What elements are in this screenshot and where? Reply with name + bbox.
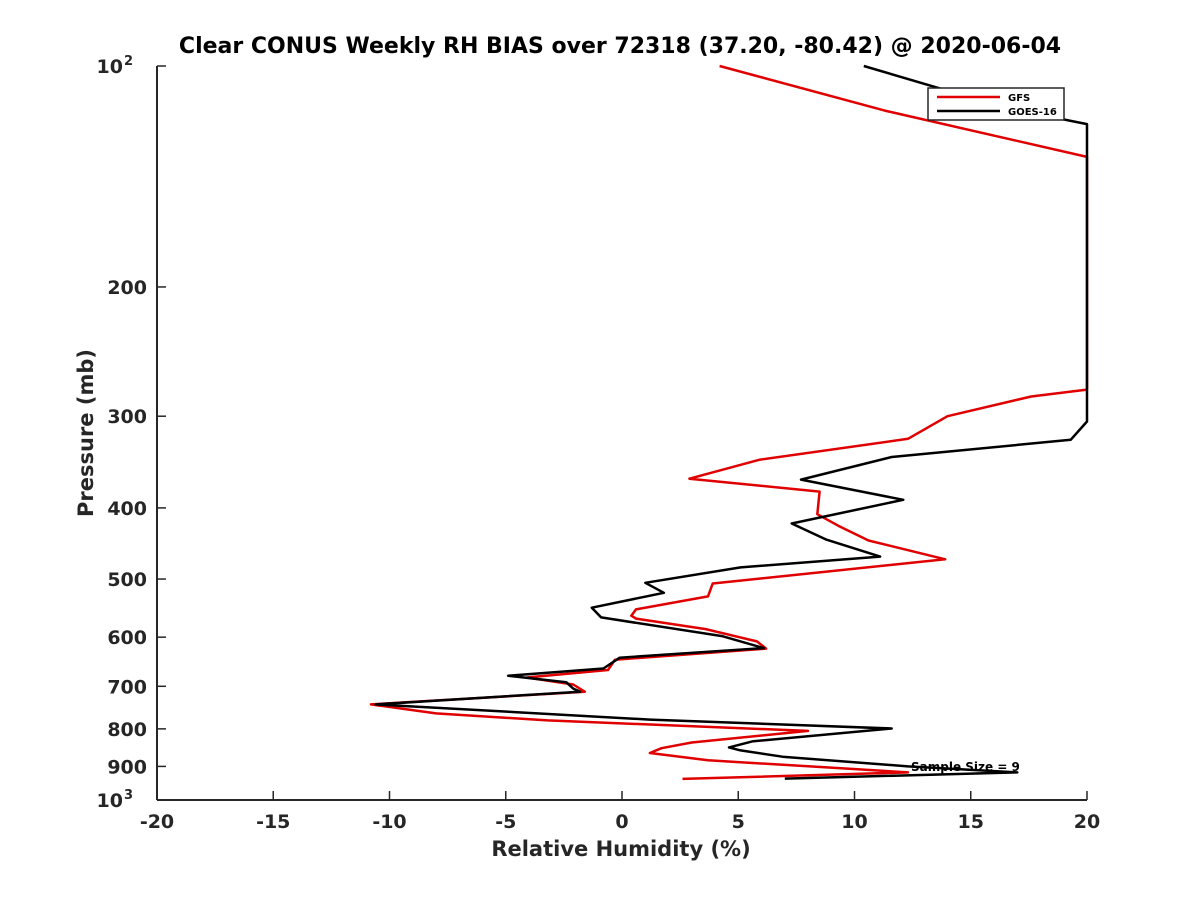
series-line-gfs: [369, 64, 1089, 781]
y-tick-label: 500: [107, 569, 147, 591]
y-tick-label: 600: [107, 627, 147, 649]
y-tick-label: 300: [107, 406, 147, 428]
y-tick-exponent: 3: [124, 788, 133, 803]
legend-box: [927, 87, 1065, 121]
y-axis-label: Pressure (mb): [74, 349, 98, 517]
y-tick-label: 200: [107, 277, 147, 299]
x-tick-label: -10: [372, 811, 406, 833]
y-tick-exponent: 2: [124, 54, 133, 69]
y-tick-label: 400: [107, 498, 147, 520]
series-lines: [369, 64, 1089, 781]
x-tick-label: 5: [732, 811, 745, 833]
x-tick-label: -20: [140, 811, 174, 833]
y-tick-label: 900: [107, 756, 147, 778]
x-tick-label: -5: [495, 811, 516, 833]
y-tick-label: 800: [107, 719, 147, 741]
x-tick-label: -15: [256, 811, 290, 833]
legend-label-gfs: GFS: [1008, 93, 1030, 104]
x-tick-label: 20: [1074, 811, 1100, 833]
x-ticks: -20 -15 -10 -5 0 5 10 15 20: [140, 791, 1100, 833]
sample-size-annotation: Sample Size = 9: [911, 760, 1020, 774]
x-axis-label: Relative Humidity (%): [491, 837, 750, 861]
chart-title: Clear CONUS Weekly RH BIAS over 72318 (3…: [179, 34, 1061, 59]
y-tick-label: 10: [97, 790, 123, 812]
x-tick-label: 15: [958, 811, 984, 833]
plot-area: -20 -15 -10 -5 0 5 10 15 20 10 220030040050060070…: [97, 54, 1101, 833]
x-tick-label: 0: [615, 811, 628, 833]
series-line-goes16: [374, 64, 1089, 780]
y-tick-label: 700: [107, 676, 147, 698]
y-tick-label: 10: [97, 56, 123, 78]
legend-label-goes16: GOES-16: [1008, 107, 1057, 118]
x-tick-label: 10: [841, 811, 867, 833]
legend: GFS GOES-16: [927, 87, 1065, 121]
